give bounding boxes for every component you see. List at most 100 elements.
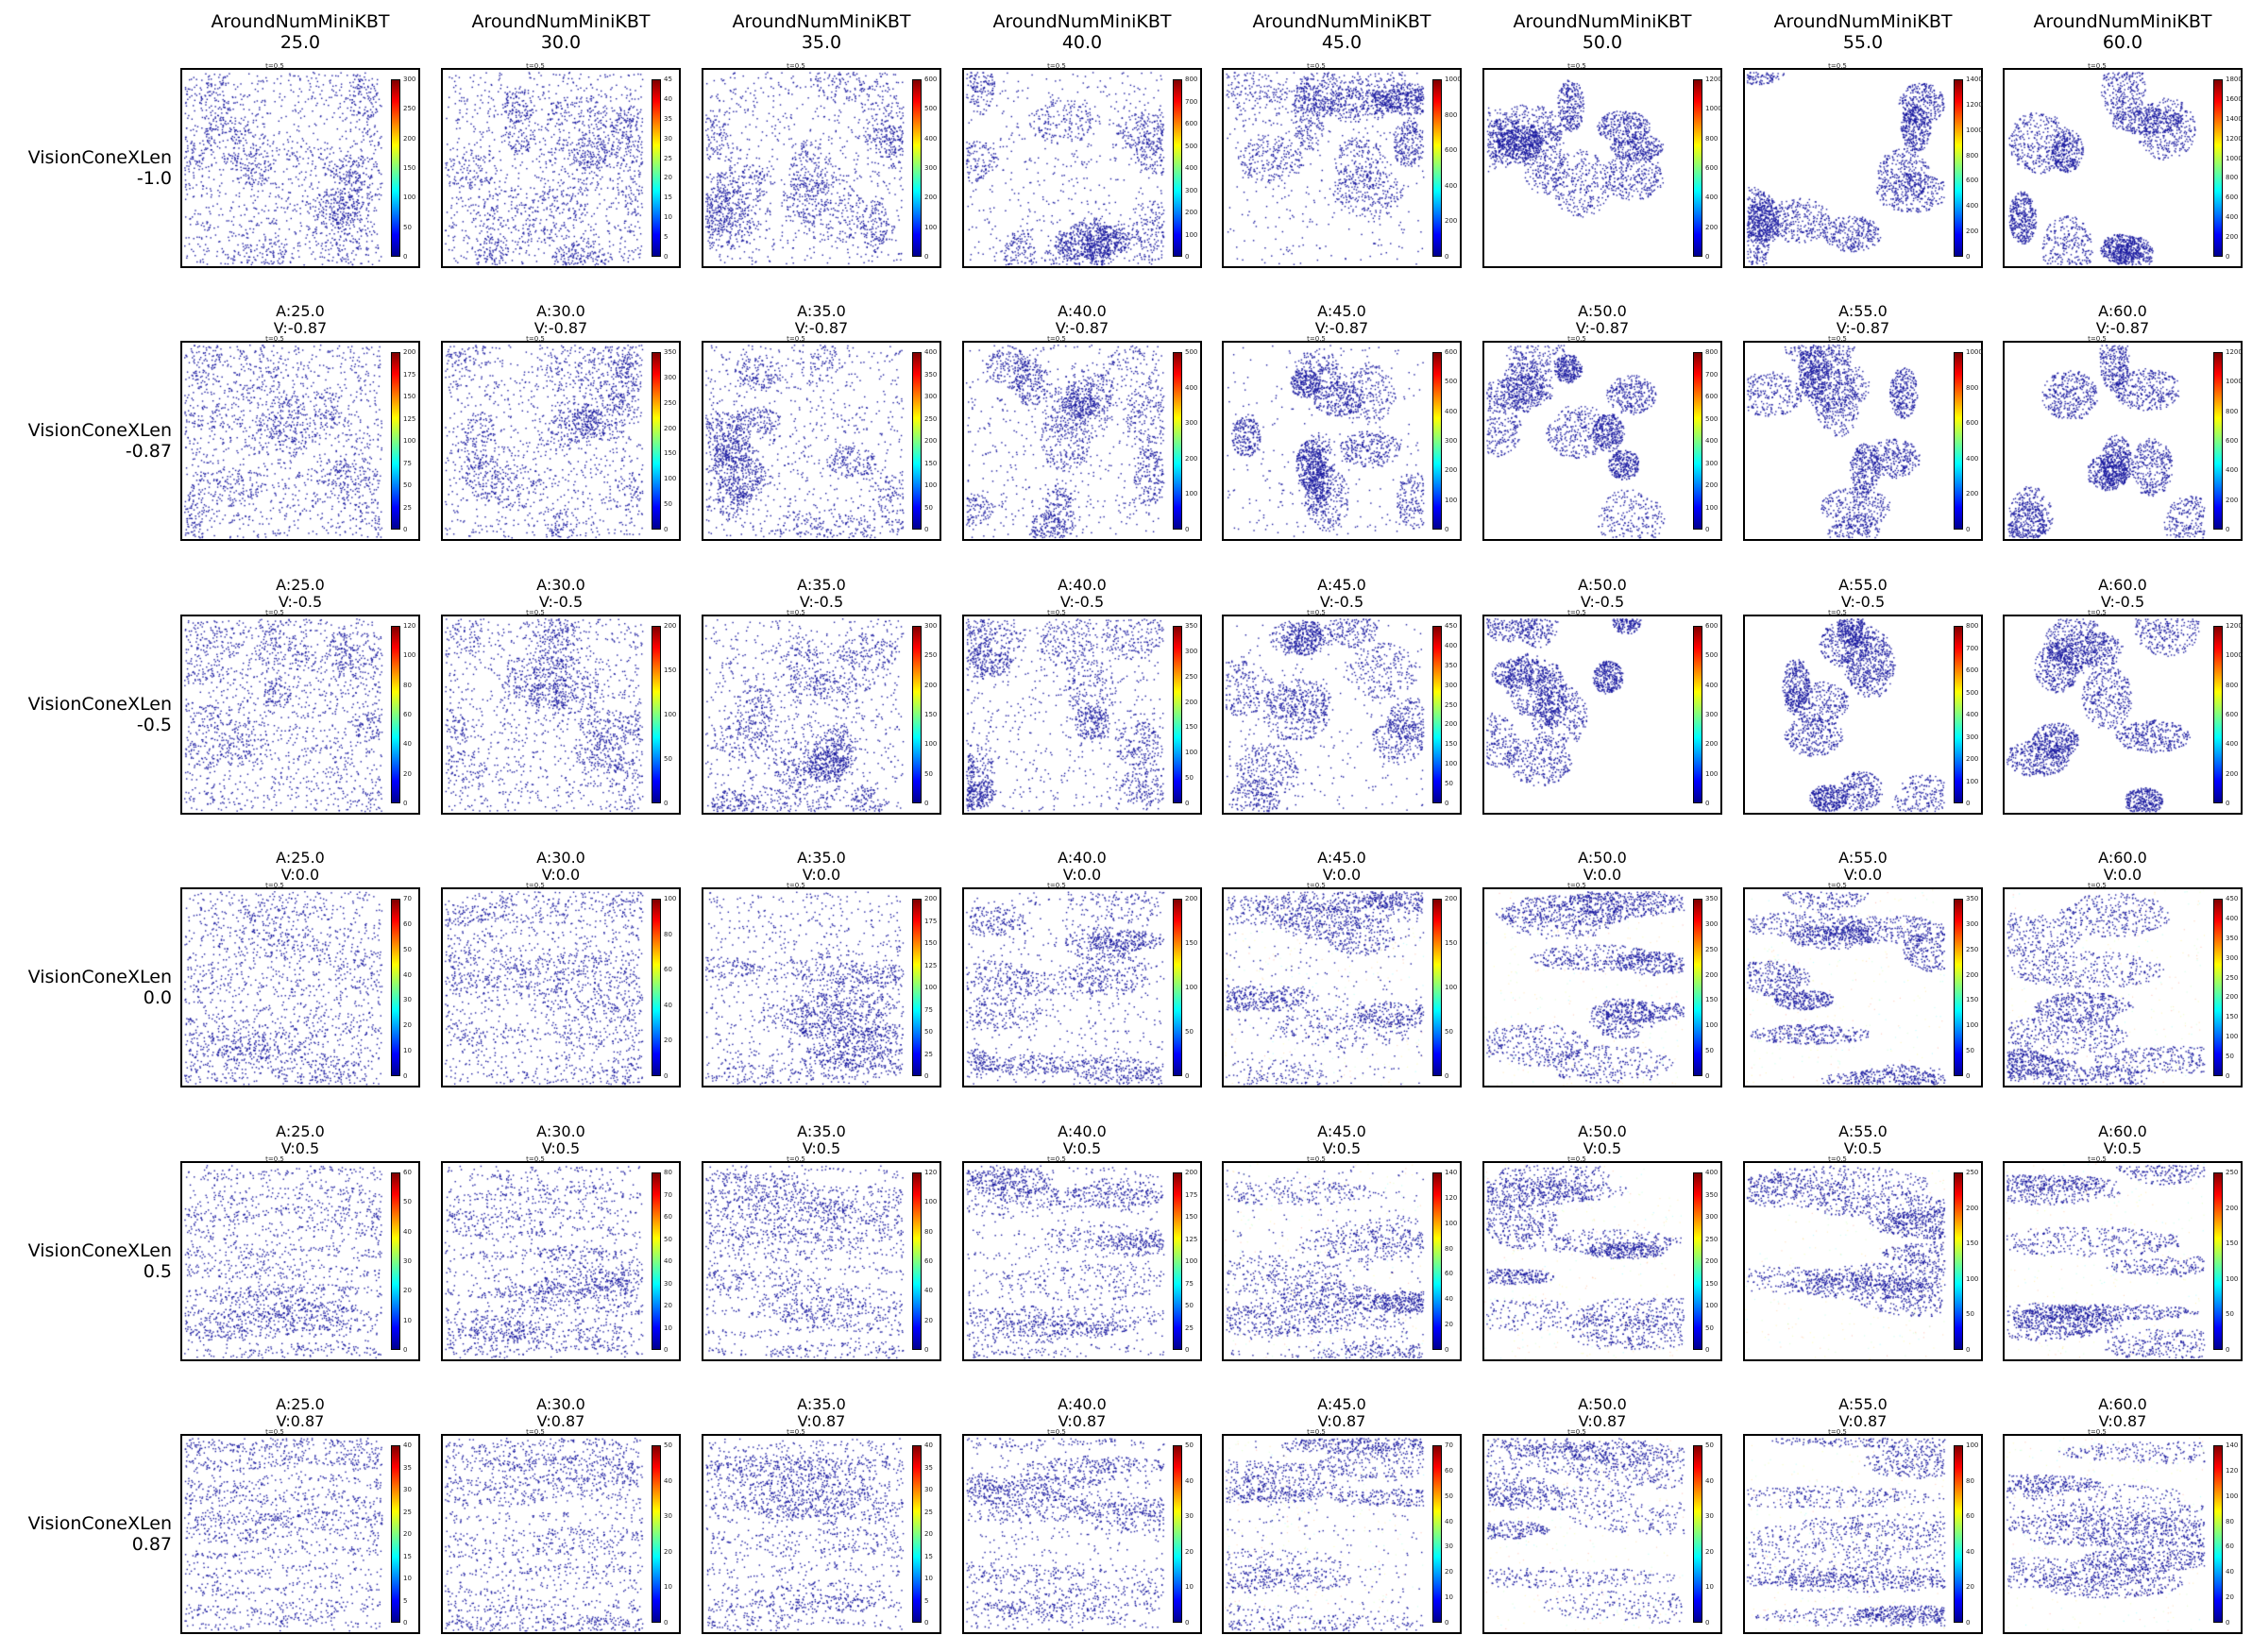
colorbar (1954, 1445, 1963, 1623)
panel-title-line: A:45.0 (1317, 1122, 1366, 1140)
column-header-param: AroundNumMiniKBT (1513, 11, 1692, 32)
simulation-panel-r3-c3 (962, 887, 1202, 1087)
colorbar-tick: 200 (2226, 233, 2239, 242)
colorbar-tick: 250 (1966, 945, 1979, 953)
particle-field (443, 70, 679, 266)
colorbar-tick: 40 (924, 1287, 933, 1295)
colorbar-tick: 25 (403, 503, 412, 512)
particle-field (964, 616, 1200, 813)
simulation-panel-r5-c0 (180, 1434, 420, 1634)
row-header-4: VisionConeXLen 0.5 (0, 1240, 172, 1282)
colorbar-tick: 20 (664, 1547, 672, 1556)
colorbar-tick: 0 (2226, 1619, 2230, 1627)
panel-title-line: A:30.0 (536, 849, 585, 867)
colorbar-tick: 40 (1705, 1476, 1714, 1485)
colorbar-tick: 0 (1445, 1072, 1449, 1080)
panel-title-line: V:0.87 (1578, 1412, 1627, 1430)
colorbar-tick: 150 (664, 666, 677, 674)
panel-title: A:60.0 V:-0.87 (1993, 303, 2252, 337)
colorbar-tick: 50 (1185, 1028, 1194, 1036)
colorbar-tick: 70 (1445, 1441, 1453, 1449)
panel-title: A:60.0 V:0.0 (1993, 850, 2252, 884)
colorbar-tick: 400 (1445, 181, 1458, 190)
colorbar-tick: 0 (1185, 1072, 1190, 1080)
colorbar-tick: 200 (1185, 209, 1198, 216)
colorbar-tick: 600 (1705, 622, 1719, 630)
colorbar-tick: 0 (924, 1346, 929, 1354)
colorbar-tick: 0 (1705, 800, 1710, 807)
colorbar-tick: 400 (1445, 407, 1458, 415)
panel-title-line: A:55.0 (1838, 1122, 1888, 1140)
panel-title-line: A:30.0 (536, 576, 585, 594)
colorbar-tick: 150 (1966, 1239, 1979, 1248)
panel-title-line: V:0.0 (1583, 866, 1622, 884)
colorbar-tick: 200 (1966, 755, 1979, 763)
panel-title: A:35.0 V:0.5 (692, 1123, 951, 1157)
time-label: t=0.5 (1828, 62, 1847, 70)
panel-title-line: A:40.0 (1058, 849, 1107, 867)
colorbar-tick: 400 (1185, 164, 1198, 172)
colorbar-tick: 400 (1185, 383, 1198, 392)
colorbar-tick: 400 (1445, 641, 1458, 649)
colorbar-tick: 100 (403, 194, 416, 202)
colorbar-tick: 20 (664, 174, 672, 182)
colorbar-tick: 50 (664, 1441, 672, 1449)
colorbar (1173, 1172, 1182, 1350)
colorbar-tick: 1200 (1966, 100, 1983, 109)
panel-title-line: A:25.0 (276, 1395, 325, 1413)
colorbar-tick: 1600 (2226, 94, 2243, 103)
panel-title-line: A:60.0 (2098, 1395, 2147, 1413)
row-header-3: VisionConeXLen 0.0 (0, 967, 172, 1008)
colorbar-tick: 50 (1185, 1302, 1194, 1309)
colorbar-tick: 150 (1705, 1279, 1719, 1288)
colorbar-tick: 350 (1966, 895, 1979, 902)
colorbar (652, 1445, 661, 1623)
panel-title: A:45.0 V:-0.87 (1212, 303, 1471, 337)
panel-title-line: A:55.0 (1838, 849, 1888, 867)
colorbar-tick: 200 (1966, 970, 1979, 979)
time-label: t=0.5 (265, 882, 284, 889)
particle-field (182, 1436, 418, 1632)
panel-title: A:50.0 V:0.0 (1473, 850, 1732, 884)
particle-field (182, 343, 418, 539)
panel-title-line: A:50.0 (1578, 1122, 1627, 1140)
colorbar-tick: 300 (924, 393, 938, 400)
panel-title-line: A:60.0 (2098, 576, 2147, 594)
colorbar-tick: 30 (403, 1257, 412, 1265)
colorbar (1173, 79, 1182, 257)
colorbar-tick: 100 (1705, 503, 1719, 512)
colorbar-tick: 120 (1445, 1193, 1458, 1202)
colorbar (1173, 626, 1182, 803)
simulation-panel-r4-c3 (962, 1161, 1202, 1361)
panel-title: A:30.0 V:0.0 (432, 850, 690, 884)
simulation-panel-r2-c4 (1222, 615, 1462, 815)
simulation-panel-r4-c0 (180, 1161, 420, 1361)
colorbar-tick: 600 (1705, 164, 1719, 172)
panel-title: A:40.0 V:0.0 (953, 850, 1211, 884)
panel-title-line: A:35.0 (797, 1395, 846, 1413)
colorbar (2213, 899, 2223, 1076)
colorbar-tick: 300 (1966, 919, 1979, 928)
colorbar-tick: 1800 (2226, 76, 2243, 83)
colorbar-tick: 25 (924, 1050, 933, 1058)
particle-field (1224, 1436, 1460, 1632)
colorbar-tick: 20 (403, 1287, 412, 1295)
particle-field (1484, 616, 1720, 813)
colorbar-tick: 0 (2226, 526, 2230, 533)
colorbar-tick: 150 (1966, 996, 1979, 1004)
row-header-value: -1.0 (136, 168, 172, 189)
colorbar-tick: 25 (1185, 1323, 1194, 1332)
simulation-panel-r0-c2 (702, 68, 941, 268)
panel-title-line: V:-0.5 (1840, 593, 1886, 611)
panel-title: A:35.0 V:-0.87 (692, 303, 951, 337)
colorbar-tick: 250 (1966, 1169, 1979, 1176)
colorbar-tick: 150 (1185, 1213, 1198, 1221)
colorbar-tick: 0 (403, 800, 408, 807)
colorbar-tick: 60 (664, 966, 672, 974)
colorbar (1693, 352, 1702, 530)
column-header-param: AroundNumMiniKBT (2033, 11, 2212, 32)
time-label: t=0.5 (1828, 882, 1847, 889)
colorbar-tick: 200 (1185, 698, 1198, 706)
particle-field (964, 343, 1200, 539)
time-label: t=0.5 (1828, 609, 1847, 616)
